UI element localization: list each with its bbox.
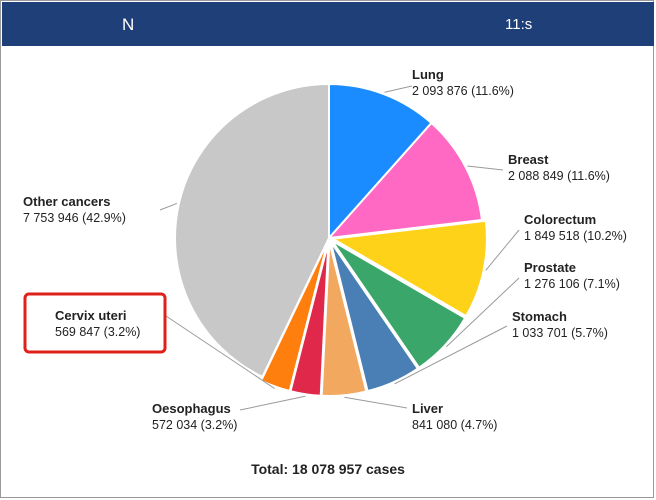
leader-line-prostate xyxy=(446,277,520,348)
slice-name-cervix-uteri: Cervix uteri xyxy=(55,308,127,323)
pie-slice-lung xyxy=(328,82,433,241)
label-leader-lines xyxy=(159,85,520,411)
leader-line-colorectum xyxy=(485,229,520,271)
pie-slices xyxy=(174,82,488,397)
slice-value-prostate: 1 276 106 (7.1%) xyxy=(524,277,620,291)
highlight-box xyxy=(23,292,167,354)
pie-slice-stomach xyxy=(329,241,420,393)
leader-line-breast xyxy=(467,165,504,171)
banner-right-text: 11:s xyxy=(505,16,533,33)
slice-labels: Lung 2 093 876 (11.6%) Breast 2 088 849 (11… xyxy=(23,67,627,432)
pie-slice-breast xyxy=(326,121,484,240)
slice-name-lung: Lung xyxy=(412,67,444,82)
slice-name-other-cancers: Other cancers xyxy=(23,194,110,209)
leader-line-stomach xyxy=(394,325,508,385)
slice-name-oesophagus: Oesophagus xyxy=(152,401,231,416)
total-label: Total: 18 078 957 cases xyxy=(251,461,405,477)
pie-slice-other-cancers xyxy=(174,82,330,379)
leader-line-other-cancers xyxy=(159,202,178,211)
slice-name-liver: Liver xyxy=(412,401,443,416)
slice-value-stomach: 1 033 701 (5.7%) xyxy=(512,326,608,340)
slice-value-other-cancers: 7 753 946 (42.9%) xyxy=(23,211,126,225)
leader-line-oesophagus xyxy=(239,395,306,411)
top-banner: N 11:s xyxy=(2,2,654,46)
slice-name-colorectum: Colorectum xyxy=(524,212,596,227)
slice-name-prostate: Prostate xyxy=(524,260,576,275)
pie-slice-cervix-uteri xyxy=(259,241,329,393)
pie-slice-colorectum xyxy=(329,219,488,318)
slice-value-lung: 2 093 876 (11.6%) xyxy=(412,84,514,98)
leader-line-lung xyxy=(384,85,413,93)
pie-slice-liver xyxy=(320,241,368,397)
slice-value-cervix-uteri: 569 847 (3.2%) xyxy=(55,325,140,339)
slice-value-liver: 841 080 (4.7%) xyxy=(412,418,497,432)
slice-name-stomach: Stomach xyxy=(512,309,567,324)
slice-value-breast: 2 088 849 (11.6%) xyxy=(508,169,610,183)
leader-line-liver xyxy=(344,396,408,409)
banner-left-text: N xyxy=(122,15,135,34)
slice-value-oesophagus: 572 034 (3.2%) xyxy=(152,418,237,432)
leader-line-cervix-uteri xyxy=(165,315,275,389)
slice-value-colorectum: 1 849 518 (10.2%) xyxy=(524,229,627,243)
pie-slice-prostate xyxy=(331,239,467,370)
slice-name-breast: Breast xyxy=(508,152,549,167)
